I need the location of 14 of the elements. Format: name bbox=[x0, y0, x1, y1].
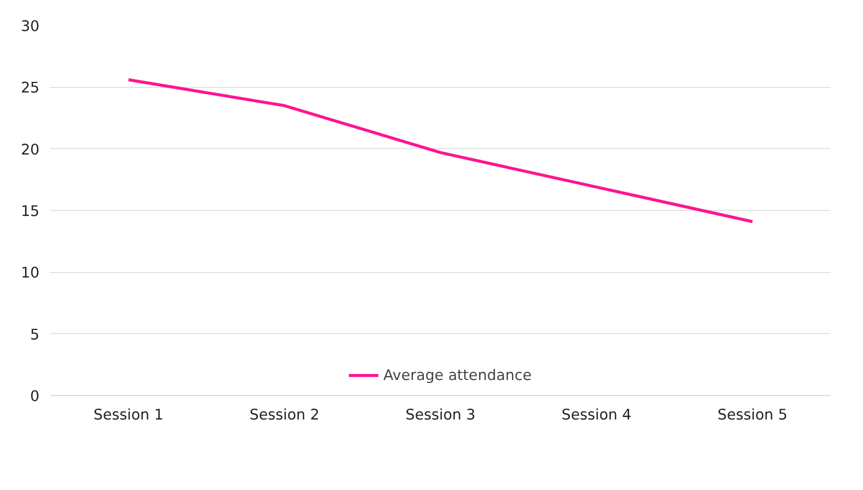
y-tick-label: 5 bbox=[30, 326, 40, 344]
legend-label: Average attendance bbox=[383, 366, 532, 384]
x-tick-label: Session 2 bbox=[250, 406, 320, 424]
y-tick-label: 30 bbox=[20, 18, 40, 35]
x-tick-label: Session 1 bbox=[94, 406, 164, 424]
line-series bbox=[127, 78, 754, 224]
y-tick-label: 10 bbox=[20, 264, 40, 282]
y-tick-label: 25 bbox=[20, 80, 40, 97]
x-tick-label: Session 3 bbox=[406, 406, 476, 424]
y-tick-label: 0 bbox=[30, 388, 40, 405]
x-tick-label: Session 5 bbox=[718, 406, 788, 424]
y-tick-label: 20 bbox=[20, 141, 40, 158]
x-tick-label: Session 4 bbox=[562, 406, 632, 424]
y-tick-label: 15 bbox=[20, 203, 40, 220]
